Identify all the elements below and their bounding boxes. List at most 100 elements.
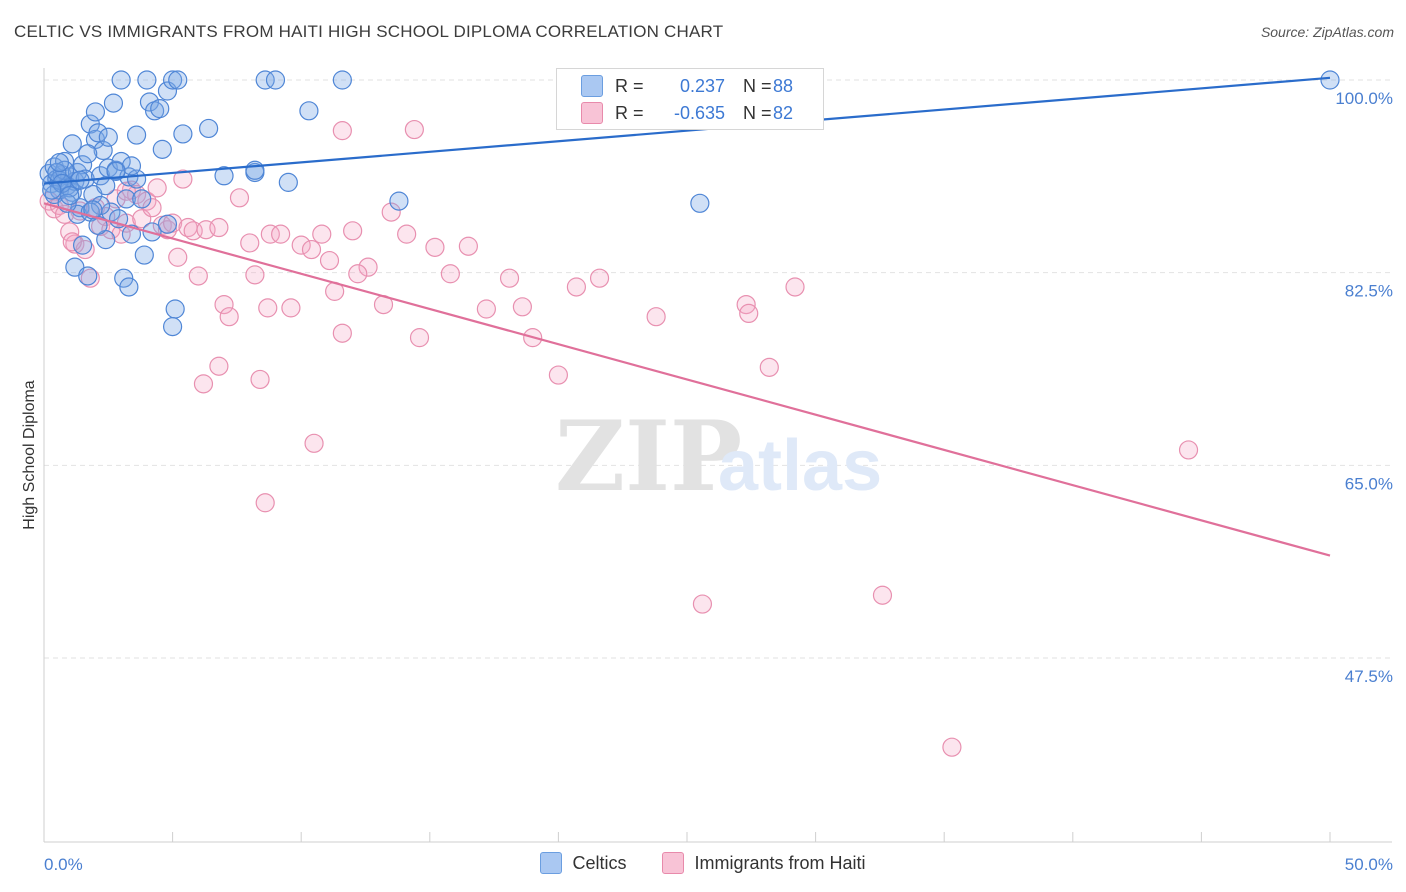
haiti-point (348, 264, 368, 284)
celtic-point (111, 70, 131, 90)
stats-legend: R = 0.237 N = 88 R = -0.635 N = 82 (556, 68, 824, 130)
series-legend: Celtics Immigrants from Haiti (0, 852, 1406, 874)
haiti-point (343, 221, 363, 241)
haiti-point (312, 224, 332, 244)
legend-swatch-celtics (540, 852, 563, 874)
celtic-point (163, 317, 183, 337)
haiti-point (409, 328, 430, 348)
haiti-point (458, 236, 478, 256)
haiti-point (219, 307, 239, 327)
haiti-point (785, 277, 805, 297)
haiti-point (209, 217, 229, 238)
celtic-point (332, 70, 352, 90)
celtic-point (42, 180, 62, 200)
celtic-point (116, 189, 136, 209)
celtic-point (88, 215, 108, 235)
celtic-point (199, 118, 219, 139)
haiti-point (332, 121, 352, 141)
celtic-point (85, 102, 106, 122)
haiti-point (188, 266, 208, 286)
celtic-point (114, 268, 134, 288)
legend-r-label: R = (615, 102, 644, 123)
celtic-point (88, 123, 108, 143)
legend-row-celtic: R = 0.237 N = 88 (581, 73, 793, 99)
legend-swatch-haiti (662, 852, 685, 874)
celtic-point (78, 266, 98, 286)
x-tick-label: 50.0% (1345, 855, 1393, 874)
y-tick-label: 47.5% (1345, 667, 1393, 686)
chart-title: CELTIC VS IMMIGRANTS FROM HAITI HIGH SCH… (14, 22, 724, 41)
haiti-point (209, 356, 229, 376)
celtic-point (150, 99, 170, 119)
haiti-point (62, 232, 82, 252)
x-tick-label: 0.0% (44, 855, 83, 874)
haiti-point (229, 188, 250, 208)
haiti-point (942, 737, 962, 757)
celtic-point (299, 101, 319, 121)
haiti-point (260, 224, 280, 244)
haiti-point (358, 257, 378, 277)
haiti-point (499, 268, 520, 288)
celtic-point (245, 160, 265, 180)
haiti-point (739, 303, 759, 324)
watermark: ZIP atlas (555, 400, 882, 513)
celtic-point (214, 166, 234, 186)
celtic-point (119, 277, 139, 297)
source-label: Source: ZipAtlas.com (1260, 24, 1394, 40)
celtic-point (72, 155, 93, 175)
legend-r-label: R = (615, 75, 644, 96)
celtic-point (134, 245, 154, 265)
haiti-point (281, 298, 301, 318)
haiti-point (80, 268, 100, 288)
celtic-trend-line (43, 76, 1331, 185)
legend-item-haiti[interactable]: Immigrants from Haiti (662, 852, 866, 874)
haiti-point (1178, 440, 1199, 460)
haiti-point (173, 169, 193, 189)
haiti-point (258, 298, 278, 318)
haiti-point (872, 585, 893, 605)
celtic-point (157, 214, 178, 234)
celtic-point (255, 70, 275, 90)
haiti-point (589, 268, 610, 288)
celtic-point (265, 70, 286, 90)
legend-row-haiti: R = -0.635 N = 82 (581, 100, 793, 126)
haiti-point (193, 374, 214, 394)
legend-swatch-haiti (581, 102, 603, 124)
celtic-point (173, 124, 193, 144)
haiti-point (245, 265, 265, 285)
celtic-point (165, 299, 185, 319)
haiti-point (157, 220, 178, 240)
legend-label-celtics: Celtics (572, 852, 627, 873)
legend-r-value: -0.635 (673, 102, 725, 123)
legend-item-celtics[interactable]: Celtics (540, 852, 626, 874)
celtic-point (126, 125, 147, 145)
haiti-point (214, 294, 234, 315)
haiti-point (319, 250, 340, 271)
celtic-point (98, 127, 118, 147)
celtic-point (49, 152, 70, 173)
legend-label-haiti: Immigrants from Haiti (694, 852, 866, 873)
celtic-point (690, 193, 710, 213)
haiti-point (255, 493, 275, 513)
legend-swatch-celtic (581, 75, 603, 97)
y-tick-label: 82.5% (1345, 282, 1393, 301)
haiti-point (646, 307, 666, 327)
celtic-point (103, 93, 124, 113)
celtic-point (60, 186, 80, 206)
haiti-point (250, 369, 270, 390)
haiti-point (147, 178, 167, 198)
haiti-point (692, 594, 713, 614)
legend-n-label: N = (743, 102, 772, 123)
celtic-point (152, 139, 172, 159)
haiti-point (476, 299, 496, 319)
celtic-point (139, 92, 160, 112)
celtic-point (163, 70, 183, 90)
haiti-point (440, 264, 460, 284)
celtic-point (137, 70, 157, 90)
legend-n-value: 82 (773, 102, 794, 123)
haiti-point (548, 365, 569, 385)
legend-n-value: 88 (773, 75, 794, 96)
celtic-point (1320, 70, 1340, 90)
haiti-point (271, 224, 291, 244)
